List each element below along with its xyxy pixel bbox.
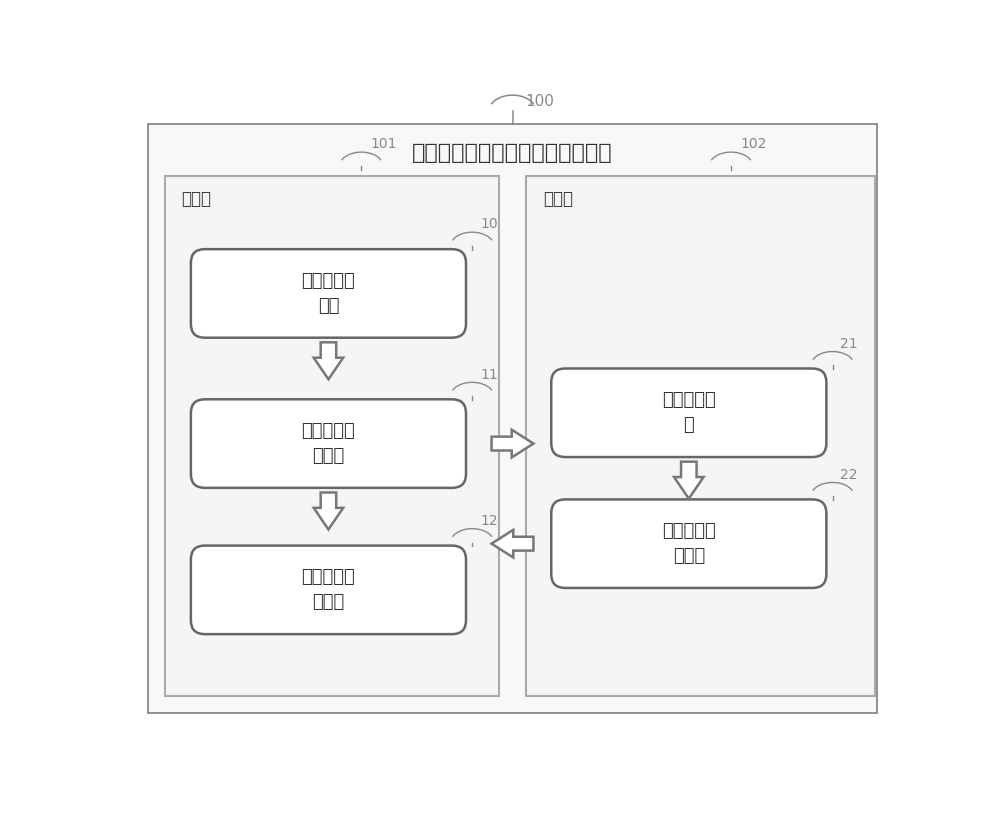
Text: 102: 102 <box>740 137 767 151</box>
Text: 学生端: 学生端 <box>544 190 574 208</box>
FancyBboxPatch shape <box>551 369 826 457</box>
Text: 100: 100 <box>525 94 554 109</box>
Polygon shape <box>314 342 343 380</box>
Text: 11: 11 <box>480 368 498 382</box>
Text: 学生成绩查
询模块: 学生成绩查 询模块 <box>662 522 716 565</box>
Bar <box>526 176 875 695</box>
Text: 22: 22 <box>840 468 858 482</box>
Text: 12: 12 <box>480 514 498 528</box>
Text: 作业录入编
辑模块: 作业录入编 辑模块 <box>302 422 355 465</box>
FancyBboxPatch shape <box>191 249 466 337</box>
Polygon shape <box>492 530 533 558</box>
Text: 101: 101 <box>371 137 397 151</box>
Text: 学生答题模
块: 学生答题模 块 <box>662 391 716 434</box>
Polygon shape <box>492 430 533 457</box>
Bar <box>165 176 499 695</box>
Polygon shape <box>674 462 704 498</box>
Polygon shape <box>314 493 343 530</box>
FancyBboxPatch shape <box>191 545 466 634</box>
Text: 试题库管理
模块: 试题库管理 模块 <box>302 272 355 315</box>
Text: 10: 10 <box>480 218 498 232</box>
Text: 21: 21 <box>840 337 858 351</box>
Text: 教师端: 教师端 <box>181 190 211 208</box>
Text: 用于教学过程的课后作业实现系统: 用于教学过程的课后作业实现系统 <box>412 143 613 163</box>
FancyBboxPatch shape <box>191 399 466 488</box>
FancyBboxPatch shape <box>551 499 826 588</box>
Text: 教师数据统
计模块: 教师数据统 计模块 <box>302 568 355 611</box>
